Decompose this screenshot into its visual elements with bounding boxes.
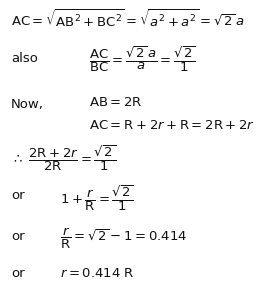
Text: $\dfrac{r}{\mathrm{R}} = \sqrt{2} - 1 = 0.414$: $\dfrac{r}{\mathrm{R}} = \sqrt{2} - 1 = … bbox=[60, 226, 187, 251]
Text: $\dfrac{\mathrm{AC}}{\mathrm{BC}} = \dfrac{\sqrt{2}\,a}{a} = \dfrac{\sqrt{2}}{1}: $\dfrac{\mathrm{AC}}{\mathrm{BC}} = \dfr… bbox=[89, 44, 196, 75]
Text: or: or bbox=[11, 189, 24, 202]
Text: or: or bbox=[11, 267, 24, 280]
Text: $1+\dfrac{r}{\mathrm{R}} = \dfrac{\sqrt{2}}{1}$: $1+\dfrac{r}{\mathrm{R}} = \dfrac{\sqrt{… bbox=[60, 183, 134, 213]
Text: $\mathrm{AC} = \sqrt{\mathrm{AB}^2 + \mathrm{BC}^2} = \sqrt{a^2 + a^2} = \sqrt{2: $\mathrm{AC} = \sqrt{\mathrm{AB}^2 + \ma… bbox=[11, 9, 245, 29]
Text: $\mathrm{AC} = \mathrm{R} + 2r + \mathrm{R} = 2\mathrm{R} + 2r$: $\mathrm{AC} = \mathrm{R} + 2r + \mathrm… bbox=[89, 119, 256, 132]
Text: also: also bbox=[11, 52, 38, 64]
Text: or: or bbox=[11, 230, 24, 243]
Text: $\therefore\;\dfrac{2\mathrm{R} + 2r}{2\mathrm{R}} = \dfrac{\sqrt{2}}{1}$: $\therefore\;\dfrac{2\mathrm{R} + 2r}{2\… bbox=[11, 143, 116, 173]
Text: $\mathrm{AB} = 2\mathrm{R}$: $\mathrm{AB} = 2\mathrm{R}$ bbox=[89, 96, 143, 108]
Text: $r = 0.414\;\mathrm{R}$: $r = 0.414\;\mathrm{R}$ bbox=[60, 267, 134, 280]
Text: Now,: Now, bbox=[11, 99, 44, 111]
